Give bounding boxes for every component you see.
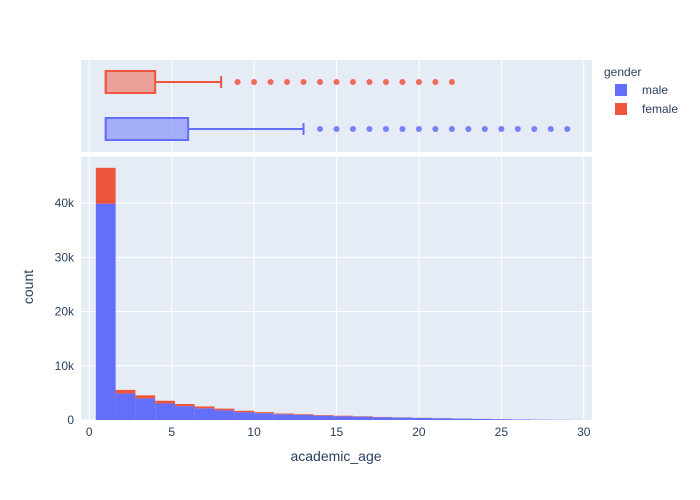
bar-male — [174, 406, 195, 420]
bar-female — [194, 406, 215, 409]
bar-male — [234, 412, 255, 420]
male-outlier — [547, 126, 554, 132]
bar-male — [155, 403, 175, 420]
bar-male — [95, 203, 116, 420]
legend-title: gender — [604, 65, 641, 79]
bar-male — [392, 417, 413, 420]
bar-female — [95, 167, 116, 204]
female-outlier — [415, 79, 422, 85]
male-outlier — [564, 126, 571, 132]
bar-male — [254, 413, 274, 420]
bar-female — [155, 400, 175, 404]
female-outlier — [300, 79, 307, 85]
y-tick-label: 30k — [55, 250, 75, 264]
male-outlier — [448, 126, 455, 132]
x-tick-label: 25 — [495, 425, 509, 439]
bar-male — [432, 418, 452, 420]
male-outlier — [498, 126, 505, 132]
male-outlier — [349, 126, 356, 132]
y-tick-label: 10k — [55, 359, 75, 373]
male-outlier — [432, 126, 439, 132]
female-outlier — [333, 79, 340, 85]
x-tick-label: 20 — [412, 425, 426, 439]
legend-label-female: female — [642, 102, 678, 116]
bar-male — [333, 416, 353, 420]
female-outlier — [317, 79, 324, 85]
female-outlier — [349, 79, 356, 85]
bar-female — [313, 415, 334, 416]
bar-female — [214, 408, 235, 411]
x-tick-label: 30 — [577, 425, 591, 439]
bar-male — [412, 417, 433, 420]
bar-male — [115, 393, 136, 420]
y-axis-title: count — [20, 270, 36, 304]
bar-female — [234, 410, 255, 413]
bar-female — [174, 404, 195, 407]
male-outlier — [514, 126, 521, 132]
female-outlier — [432, 79, 439, 85]
x-axis-ticks: 0 5 10 15 20 25 30 — [86, 425, 591, 439]
x-tick-label: 0 — [86, 425, 93, 439]
male-outlier — [333, 126, 340, 132]
legend-label-male: male — [642, 83, 668, 97]
male-outlier — [366, 126, 373, 132]
female-outlier — [284, 79, 291, 85]
y-axis-ticks: 0 10k 20k 30k 40k — [55, 196, 75, 427]
female-outlier — [448, 79, 455, 85]
bar-female — [293, 414, 314, 415]
bar-female — [254, 412, 274, 414]
bar-male — [511, 419, 532, 420]
bar-male — [313, 415, 334, 420]
y-tick-label: 40k — [55, 196, 75, 210]
male-outlier — [317, 126, 324, 132]
bar-female — [115, 389, 136, 394]
bar-female — [273, 413, 294, 415]
female-outlier — [234, 79, 241, 85]
female-outlier — [366, 79, 373, 85]
male-outlier — [465, 126, 472, 132]
female-outlier — [382, 79, 389, 85]
female-box — [104, 70, 157, 94]
x-tick-label: 10 — [247, 425, 261, 439]
marginal-box-plots[interactable] — [104, 70, 571, 141]
x-tick-label: 15 — [330, 425, 344, 439]
y-tick-label: 0 — [67, 413, 74, 427]
female-outlier — [399, 79, 406, 85]
male-box — [104, 117, 190, 141]
bar-male — [194, 408, 215, 420]
y-tick-label: 20k — [55, 305, 75, 319]
female-outlier — [251, 79, 258, 85]
male-outlier — [531, 126, 538, 132]
bar-female — [135, 395, 156, 399]
bar-male — [135, 398, 156, 420]
bar-male — [214, 410, 235, 420]
legend-swatch-female — [615, 103, 627, 115]
bar-male — [273, 414, 294, 420]
bar-male — [352, 416, 373, 420]
x-axis-title: academic_age — [290, 448, 381, 464]
male-outlier — [481, 126, 488, 132]
legend-swatch-male — [615, 84, 627, 96]
x-tick-label: 5 — [168, 425, 175, 439]
bar-male — [471, 418, 492, 420]
histogram-bars[interactable] — [95, 167, 591, 420]
bar-male — [372, 417, 393, 420]
male-outlier — [382, 126, 389, 132]
bar-male — [491, 419, 512, 420]
bar-male — [293, 414, 314, 420]
legend[interactable]: gender male female — [604, 65, 678, 116]
male-outlier — [415, 126, 422, 132]
male-outlier — [399, 126, 406, 132]
female-outlier — [267, 79, 274, 85]
bar-male — [451, 418, 472, 420]
